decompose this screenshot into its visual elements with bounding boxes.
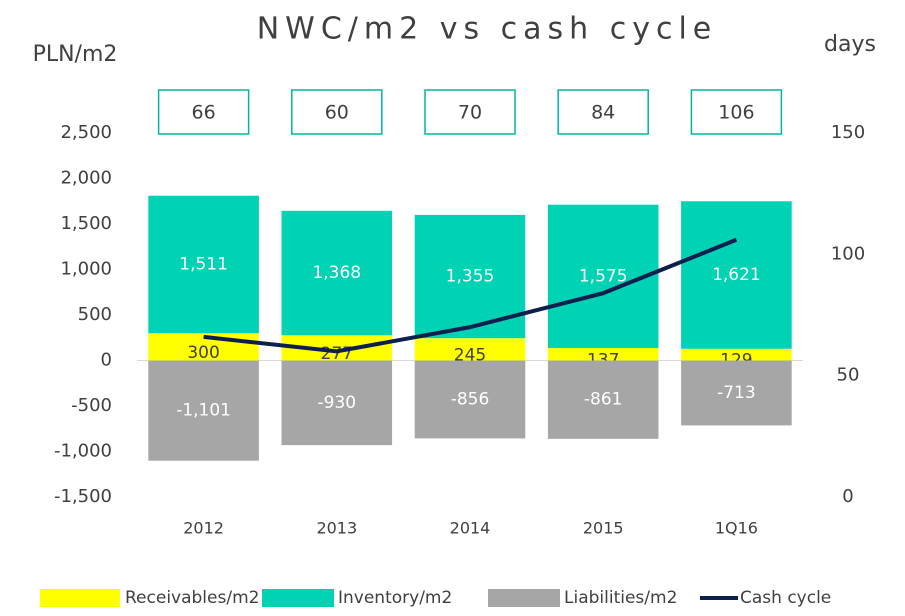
y-tick-label: 1,000 <box>60 259 112 280</box>
x-tick-label: 2015 <box>583 519 624 538</box>
data-label: 106 <box>718 102 754 124</box>
bar-segment <box>681 348 792 361</box>
y2-tick-label: 0 <box>842 486 853 507</box>
data-label: -1,101 <box>176 401 231 421</box>
bar-segment <box>414 360 526 439</box>
data-label: -713 <box>717 383 756 403</box>
data-label-box <box>291 89 383 135</box>
y-tick-label: 0 <box>101 350 112 371</box>
legend-label: Liabilities/m2 <box>564 588 677 608</box>
bar-segment <box>281 360 393 446</box>
data-label-box <box>424 89 516 135</box>
x-tick-label: 2013 <box>316 519 357 538</box>
data-label: 66 <box>192 102 216 124</box>
y-tick-label: -1,500 <box>54 486 112 507</box>
legend-label: Inventory/m2 <box>338 588 452 608</box>
x-tick-label: 2012 <box>183 519 224 538</box>
legend-swatch <box>488 589 560 607</box>
data-label: 1,355 <box>446 267 495 287</box>
y-tick-label: -1,000 <box>54 441 112 462</box>
x-tick-label: 2014 <box>450 519 491 538</box>
y2-axis-label: days <box>824 32 876 57</box>
data-label: -930 <box>318 393 357 413</box>
x-tick-label: 1Q16 <box>715 519 758 538</box>
y-tick-label: 2,000 <box>60 168 112 189</box>
y2-tick-label: 150 <box>831 122 865 143</box>
y-tick-label: 1,500 <box>60 213 112 234</box>
data-label: 60 <box>325 102 349 124</box>
bar-segment <box>281 210 393 336</box>
y2-tick-label: 50 <box>837 365 860 386</box>
data-label: 245 <box>454 345 486 365</box>
data-label: 70 <box>458 102 482 124</box>
data-label: 1,368 <box>312 263 361 283</box>
data-label-box <box>157 89 250 135</box>
y2-tick-label: 100 <box>831 243 865 264</box>
line-series <box>203 237 738 354</box>
data-label: 1,511 <box>179 254 228 274</box>
y-axis-label: PLN/m2 <box>33 42 118 67</box>
data-label: -856 <box>451 389 490 409</box>
bar-segment <box>547 360 659 439</box>
data-label-box <box>690 89 783 135</box>
legend-swatch <box>40 589 120 607</box>
data-label-box <box>557 89 649 135</box>
bar-segment <box>681 201 792 349</box>
data-label: -861 <box>584 390 623 410</box>
chart-title: NWC/m2 vs cash cycle <box>257 12 718 47</box>
bar-segment <box>148 360 259 461</box>
bar-segment <box>681 360 792 426</box>
y-tick-label: -500 <box>71 395 112 416</box>
data-label: 300 <box>187 343 219 363</box>
data-label: 1,621 <box>712 265 761 285</box>
y-tick-label: 2,500 <box>60 122 112 143</box>
legend-swatch <box>262 589 334 607</box>
y-tick-label: 500 <box>78 304 112 325</box>
data-label: 1,575 <box>579 266 628 286</box>
bar-segment <box>414 338 526 361</box>
legend-label: Cash cycle <box>740 588 831 608</box>
legend-label: Receivables/m2 <box>125 588 259 608</box>
data-label: 84 <box>591 102 615 124</box>
bar-segment <box>547 348 659 361</box>
bar-segment <box>148 195 259 334</box>
